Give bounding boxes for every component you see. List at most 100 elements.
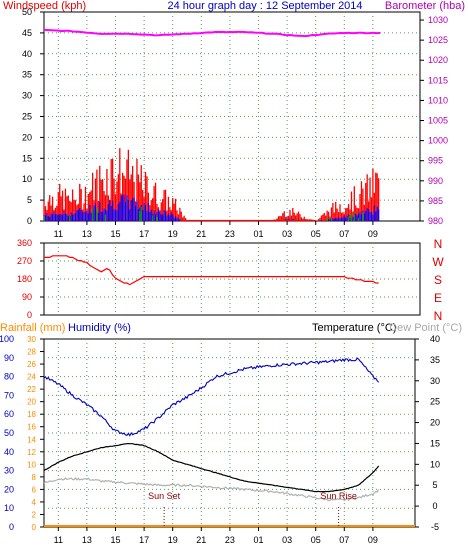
temp-tick-label: 10	[430, 459, 440, 469]
rain-tick-label: 28	[27, 348, 36, 357]
chart-title: 24 hour graph day : 12 September 2014	[167, 0, 362, 12]
temp-x-tick-label: 03	[282, 535, 292, 545]
direction-left-tick-label: 90	[22, 292, 32, 302]
rain-tick-label: 12	[27, 448, 36, 457]
sun-marker-label: Sun Rise	[320, 491, 357, 501]
wind-x-tick-label: 01	[253, 229, 263, 239]
temp-x-tick-label: 09	[368, 535, 378, 545]
wind-left-tick-label: 45	[22, 28, 32, 38]
barometer-right-tick-label: 1010	[428, 95, 448, 105]
wind-left-tick-label: 10	[22, 174, 32, 184]
barometer-right-tick-label: 1015	[428, 75, 448, 85]
temp-x-tick-label: 19	[168, 535, 178, 545]
temp-x-tick-label: 07	[339, 535, 349, 545]
temp-x-tick-label: 01	[253, 535, 263, 545]
wind-left-tick-label: 5	[27, 195, 32, 205]
temp-x-tick-label: 15	[110, 535, 120, 545]
temp-x-tick-label: 05	[311, 535, 321, 545]
rain-tick-label: 4	[32, 498, 37, 507]
wind-x-tick-label: 23	[225, 229, 235, 239]
wind-x-tick-label: 13	[82, 229, 92, 239]
wind-left-tick-label: 15	[22, 153, 32, 163]
wind-left-tick-label: 50	[22, 7, 32, 17]
dew-point-line	[43, 477, 380, 502]
wind-x-tick-label: 17	[139, 229, 149, 239]
temp-x-tick-label: 23	[225, 535, 235, 545]
sun-marker-label: Sun Set	[148, 491, 181, 501]
wind-left-tick-label: 25	[22, 112, 32, 122]
temp-x-tick-label: 11	[54, 535, 63, 545]
windspeed-axis-label: Windspeed (kph)	[3, 0, 86, 12]
temp-tick-label: 15	[430, 438, 440, 448]
humidity-tick-label: 90	[4, 353, 14, 363]
barometer-line	[43, 28, 381, 38]
temp-tick-label: 25	[430, 397, 440, 407]
barometer-right-tick-label: 980	[428, 216, 443, 226]
temperature-line	[43, 442, 380, 493]
rain-tick-label: 20	[27, 398, 36, 407]
humidity-tick-label: 0	[9, 522, 14, 532]
temp-x-tick-label: 13	[82, 535, 92, 545]
direction-left-tick-label: 0	[27, 310, 32, 320]
humidity-tick-label: 60	[4, 409, 14, 419]
direction-left-tick-label: 180	[17, 274, 32, 284]
humidity-axis-label: Humidity (%)	[68, 322, 131, 334]
humidity-tick-label: 30	[4, 466, 14, 476]
direction-left-tick-label: 270	[17, 256, 32, 266]
barometer-right-tick-label: 1025	[428, 35, 448, 45]
humidity-tick-label: 10	[4, 503, 14, 513]
rain-tick-label: 30	[27, 335, 36, 344]
rain-tick-label: 26	[27, 360, 36, 369]
temp-tick-label: 20	[430, 418, 440, 428]
wind-left-tick-label: 20	[22, 132, 32, 142]
wind-bars-group	[43, 148, 380, 221]
rain-tick-label: 6	[32, 485, 37, 494]
direction-compass-label: W	[432, 255, 444, 269]
rainfall-axis-label: Rainfall (mm)	[0, 322, 65, 334]
temp-tick-label: 30	[430, 376, 440, 386]
temp-x-tick-label: 17	[139, 535, 149, 545]
wind-x-tick-label: 19	[168, 229, 178, 239]
humidity-tick-label: 80	[4, 372, 14, 382]
barometer-right-tick-label: 990	[428, 176, 443, 186]
rain-tick-label: 0	[32, 523, 37, 532]
wind-x-tick-label: 05	[311, 229, 321, 239]
temp-tick-label: 0	[432, 501, 437, 511]
barometer-right-tick-label: 995	[428, 156, 443, 166]
wind-direction-line	[44, 255, 379, 286]
barometer-axis-label: Barometer (hba)	[385, 0, 465, 12]
direction-compass-label: E	[434, 291, 442, 305]
barometer-right-tick-label: 1000	[428, 136, 448, 146]
wind-x-tick-label: 15	[110, 229, 120, 239]
temp-tick-label: -5	[431, 522, 439, 532]
rain-tick-label: 16	[27, 423, 36, 432]
wind-left-tick-label: 40	[22, 49, 32, 59]
rain-tick-label: 8	[32, 473, 37, 482]
humidity-tick-label: 40	[4, 447, 14, 457]
humidity-tick-label: 70	[4, 390, 14, 400]
temp-tick-label: 35	[430, 355, 440, 365]
wind-x-tick-label: 09	[368, 229, 378, 239]
temp-tick-label: 5	[432, 480, 437, 490]
humidity-tick-label: 100	[0, 334, 14, 344]
barometer-right-tick-label: 1020	[428, 55, 448, 65]
rain-tick-label: 24	[27, 373, 36, 382]
barometer-right-tick-label: 1005	[428, 116, 448, 126]
dew-point-axis-label: Dew Point (°C)	[389, 322, 462, 334]
wind-left-tick-label: 35	[22, 70, 32, 80]
temperature-axis-label: Temperature (°C)	[312, 322, 396, 334]
wind-x-tick-label: 21	[196, 229, 206, 239]
temp-tick-label: 40	[430, 334, 440, 344]
direction-compass-label: N	[434, 237, 443, 251]
temp-x-tick-label: 21	[196, 535, 206, 545]
rain-tick-label: 22	[27, 385, 36, 394]
rain-tick-label: 2	[32, 510, 37, 519]
direction-compass-label: N	[434, 309, 443, 323]
rain-tick-label: 18	[27, 410, 36, 419]
humidity-tick-label: 20	[4, 484, 14, 494]
barometer-right-tick-label: 1030	[428, 15, 448, 25]
rain-tick-label: 10	[27, 460, 36, 469]
wind-x-tick-label: 11	[54, 229, 63, 239]
